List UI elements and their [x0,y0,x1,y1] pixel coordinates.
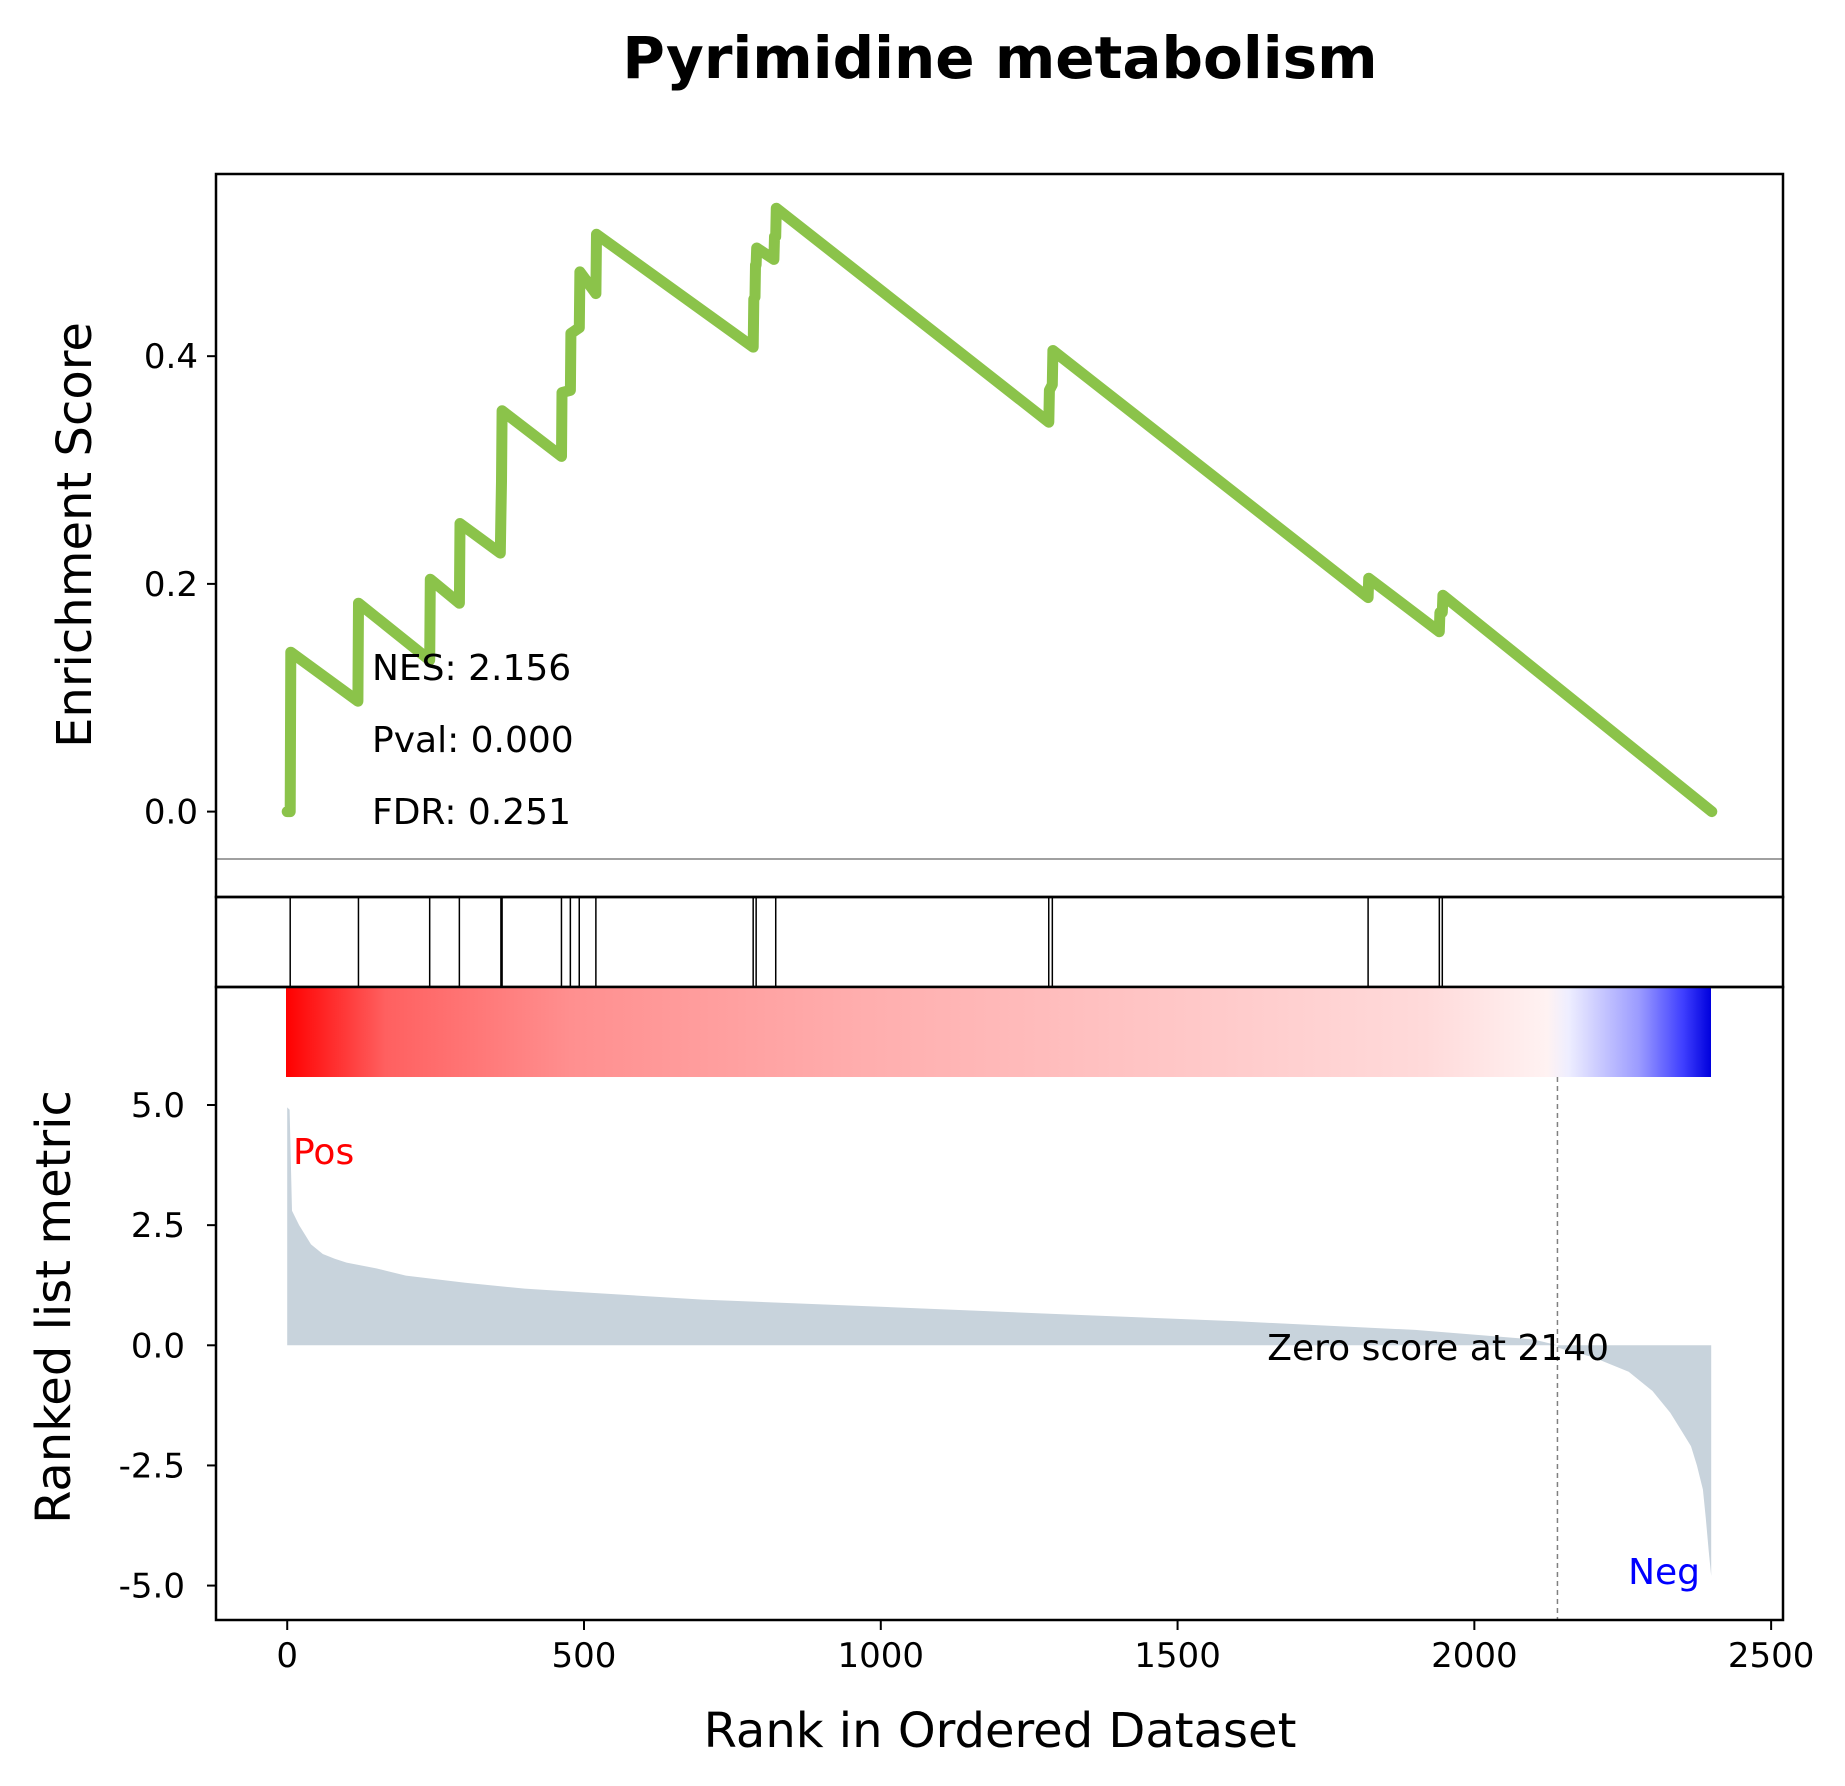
rank-color-bar [286,988,1711,1077]
es-ytick-label: 0.4 [144,337,198,377]
ranked-ytick-label: 0.0 [131,1326,185,1366]
ranked-ytick-label: 2.5 [131,1206,185,1246]
nes-annotation: NES: 2.156 [372,648,571,689]
es-y-ticks: 0.0 0.2 0.4 [144,337,216,833]
x-tick-label: 2000 [1431,1636,1518,1676]
zero-score-label: Zero score at 2140 [1267,1328,1609,1369]
es-series-line-0 [281,202,1718,818]
ranked-ytick-label: 5.0 [131,1086,185,1126]
hits-panel [214,895,1785,989]
enrichment-panel: 0.0 0.2 0.4 Enrichment Score NES: 2.156 Pv… [47,172,1785,899]
ranked-y-ticks: 5.0 2.5 0.0 -2.5 -5.0 [119,1086,216,1607]
neg-label: Neg [1628,1552,1700,1593]
x-tick-label: 1500 [1134,1636,1221,1676]
ranked-y-label: Ranked list metric [26,1090,82,1524]
ranked-axes-frame [214,985,1785,1622]
x-tick-label: 500 [552,1636,617,1676]
es-ytick-label: 0.0 [144,793,198,833]
pos-label: Pos [293,1132,354,1173]
fdr-annotation: FDR: 0.251 [372,792,571,833]
ranked-panel: 5.0 2.5 0.0 -2.5 -5.0 Pos Neg Zero score at … [26,985,1785,1622]
x-axis-ticks: 0 500 1000 1500 2000 2500 [276,1620,1814,1676]
x-tick-label: 0 [276,1636,298,1676]
x-tick-label: 2500 [1728,1636,1815,1676]
ranked-ytick-label: -5.0 [119,1567,185,1607]
x-tick-label: 1000 [838,1636,925,1676]
ranked-metric-area [287,1107,1712,1576]
x-axis-label: Rank in Ordered Dataset [704,1703,1297,1759]
chart-title: Pyrimidine metabolism [622,24,1377,92]
es-axes-frame [214,172,1785,899]
es-line-layer [281,202,1718,818]
es-ytick-label: 0.2 [144,565,198,605]
es-y-label: Enrichment Score [47,322,103,748]
pval-annotation: Pval: 0.000 [372,720,574,761]
ranked-ytick-label: -2.5 [119,1446,185,1486]
hit-marks [289,897,1444,987]
hits-axes-frame [214,895,1785,989]
